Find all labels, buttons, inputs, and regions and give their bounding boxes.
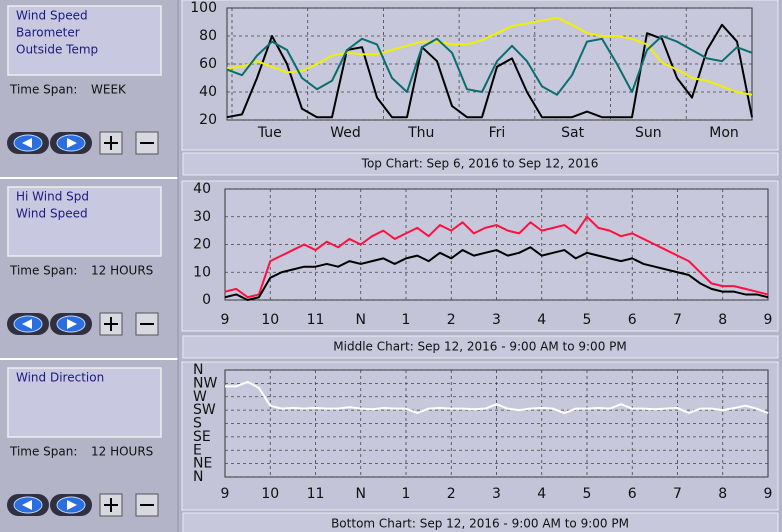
y-tick-label: N — [193, 362, 203, 378]
legend-box — [7, 186, 162, 257]
series-line — [226, 23, 753, 119]
x-tick-label: 10 — [261, 312, 279, 328]
arrow-icon — [67, 500, 77, 510]
caption-bar — [182, 152, 779, 176]
x-tick-label: 3 — [492, 486, 501, 502]
x-tick-label: 2 — [447, 486, 456, 502]
x-tick-label: 4 — [537, 312, 546, 328]
y-tick-label: 20 — [193, 237, 211, 253]
zoom-out-button[interactable] — [135, 312, 159, 336]
x-tick-label: Tue — [257, 125, 282, 141]
x-tick-label: 10 — [261, 486, 279, 502]
y-tick-label: E — [193, 442, 202, 458]
x-tick-label: 1 — [402, 312, 411, 328]
time-span: 12 HOURS — [91, 445, 153, 459]
zoom-out-button[interactable] — [135, 493, 159, 517]
y-tick-label: 20 — [199, 112, 217, 128]
x-tick-label: Mon — [709, 125, 739, 141]
x-tick-label: 8 — [718, 312, 727, 328]
zoom-out-button[interactable] — [135, 131, 159, 155]
y-tick-label: 100 — [190, 0, 217, 16]
y-tick-label: NE — [193, 456, 212, 472]
series-line — [226, 16, 753, 96]
x-tick-label: 8 — [718, 486, 727, 502]
x-tick-label: 3 — [492, 312, 501, 328]
y-tick-label: W — [193, 389, 207, 405]
forward-button[interactable] — [50, 132, 92, 154]
series-line — [224, 215, 769, 299]
x-tick-label: 7 — [673, 312, 682, 328]
legend-entry: Hi Wind Spd — [16, 190, 89, 204]
arrow-icon — [22, 319, 32, 329]
y-tick-label: N — [193, 469, 203, 485]
back-button[interactable] — [7, 132, 49, 154]
legend-box — [7, 367, 162, 438]
zoom-in-button[interactable] — [99, 312, 123, 336]
caption-bar — [182, 335, 779, 359]
back-button[interactable] — [7, 494, 49, 516]
chart-caption: Bottom Chart: Sep 12, 2016 - 9:00 AM to … — [331, 517, 629, 531]
legend-entry: Outside Temp — [16, 43, 98, 57]
chart-caption: Top Chart: Sep 6, 2016 to Sep 12, 2016 — [361, 157, 599, 171]
x-tick-label: Thu — [407, 125, 434, 141]
caption-bar — [182, 512, 779, 532]
x-tick-label: N — [356, 486, 366, 502]
x-tick-label: 5 — [583, 486, 592, 502]
y-tick-label: SE — [193, 429, 211, 445]
y-tick-label: 0 — [202, 292, 211, 308]
arrow-icon — [67, 138, 77, 148]
series-line — [225, 380, 769, 415]
x-tick-label: Sat — [561, 125, 584, 141]
series-line — [224, 246, 769, 301]
x-tick-label: 11 — [307, 312, 325, 328]
legend-box — [7, 5, 162, 76]
x-tick-label: Fri — [489, 125, 506, 141]
x-tick-label: 9 — [764, 486, 773, 502]
x-tick-label: 6 — [628, 486, 637, 502]
x-tick-label: 5 — [583, 312, 592, 328]
forward-button[interactable] — [50, 494, 92, 516]
legend-entry: Wind Direction — [16, 371, 104, 385]
y-tick-label: SW — [193, 402, 216, 418]
x-tick-label: 4 — [537, 486, 546, 502]
arrow-icon — [22, 138, 32, 148]
time-span-label: Time Span: — [9, 264, 77, 278]
x-tick-label: Wed — [330, 125, 361, 141]
chart-caption: Middle Chart: Sep 12, 2016 - 9:00 AM to … — [333, 340, 626, 354]
time-span-label: Time Span: — [9, 445, 77, 459]
arrow-icon — [22, 500, 32, 510]
x-tick-label: 6 — [628, 312, 637, 328]
zoom-in-button[interactable] — [99, 493, 123, 517]
x-tick-label: 9 — [764, 312, 773, 328]
zoom-in-button[interactable] — [99, 131, 123, 155]
time-span: 12 HOURS — [91, 264, 153, 278]
y-tick-label: 80 — [199, 28, 217, 44]
x-tick-label: 9 — [221, 486, 230, 502]
y-tick-label: 60 — [199, 56, 217, 72]
y-tick-label: NW — [193, 375, 217, 391]
y-tick-label: S — [193, 416, 202, 432]
x-tick-label: Sun — [635, 125, 662, 141]
y-tick-label: 30 — [193, 209, 211, 225]
forward-button[interactable] — [50, 313, 92, 335]
series-line — [226, 35, 753, 96]
x-tick-label: 1 — [402, 486, 411, 502]
back-button[interactable] — [7, 313, 49, 335]
x-tick-label: 11 — [307, 486, 325, 502]
time-span-label: Time Span: — [9, 83, 77, 97]
arrow-icon — [67, 319, 77, 329]
x-tick-label: N — [356, 312, 366, 328]
x-tick-label: 9 — [221, 312, 230, 328]
y-tick-label: 40 — [193, 181, 211, 197]
legend-entry: Wind Speed — [16, 9, 88, 23]
y-tick-label: 40 — [199, 84, 217, 100]
time-span: WEEK — [91, 83, 127, 97]
legend-entry: Barometer — [16, 26, 80, 40]
x-tick-label: 2 — [447, 312, 456, 328]
x-tick-label: 7 — [673, 486, 682, 502]
y-tick-label: 10 — [193, 264, 211, 280]
legend-entry: Wind Speed — [16, 207, 88, 221]
